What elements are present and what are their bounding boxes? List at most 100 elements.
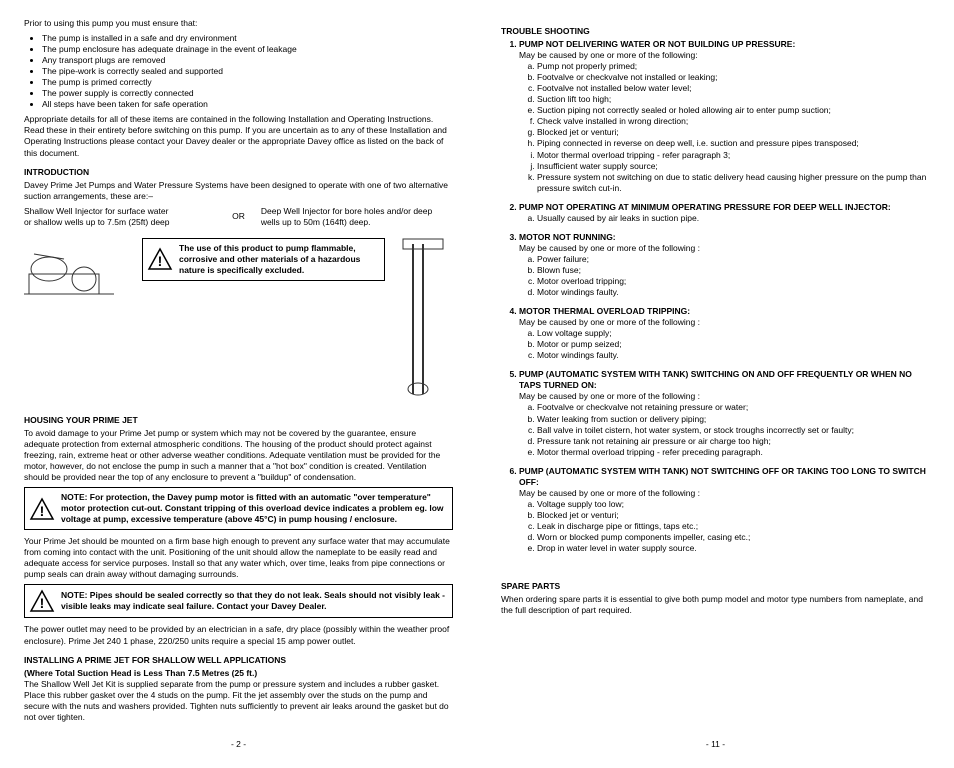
mount-text: Your Prime Jet should be mounted on a fi…: [24, 536, 453, 580]
ts-title: PUMP NOT OPERATING AT MINIMUM OPERATING …: [519, 202, 891, 212]
warning-1: ! The use of this product to pump flamma…: [142, 234, 385, 287]
ts-sub: Suction lift too high;: [537, 94, 930, 105]
ts-sub: Blocked jet or venturi;: [537, 127, 930, 138]
bullet: The pump enclosure has adequate drainage…: [42, 44, 453, 55]
page-footer: - 2 - - 11 -: [24, 727, 930, 750]
svg-text:!: !: [40, 503, 45, 519]
ts-sub: Low voltage supply;: [537, 328, 930, 339]
shallow-injector-text: Shallow Well Injector for surface water …: [24, 206, 216, 228]
ts-sub: Voltage supply too low;: [537, 499, 930, 510]
housing-heading: HOUSING YOUR PRIME JET: [24, 415, 453, 426]
ts-item-3: MOTOR NOT RUNNING: May be caused by one …: [519, 232, 930, 298]
shallow-line1: Shallow Well Injector for surface water: [24, 206, 168, 216]
troubleshooting-list: PUMP NOT DELIVERING WATER OR NOT BUILDIN…: [501, 39, 930, 554]
introduction-heading: INTRODUCTION: [24, 167, 453, 178]
ts-title: PUMP NOT DELIVERING WATER OR NOT BUILDIN…: [519, 39, 795, 49]
deep-well-illustration: [393, 234, 453, 407]
ts-sublist: Low voltage supply; Motor or pump seized…: [519, 328, 930, 361]
ts-item-6: PUMP (AUTOMATIC SYSTEM WITH TANK) NOT SW…: [519, 466, 930, 554]
warning-3: ! NOTE: Pipes should be sealed correctly…: [24, 584, 453, 618]
warning-1-text: The use of this product to pump flammabl…: [179, 243, 380, 276]
ts-sub: Motor windings faulty.: [537, 350, 930, 361]
ts-sub: Blown fuse;: [537, 265, 930, 276]
ts-sub: Water leaking from suction or delivery p…: [537, 414, 930, 425]
ts-sub: Motor windings faulty.: [537, 287, 930, 298]
ts-sub: Check valve installed in wrong direction…: [537, 116, 930, 127]
deep-injector-text: Deep Well Injector for bore holes and/or…: [261, 206, 453, 228]
left-page: Prior to using this pump you must ensure…: [24, 18, 453, 727]
ts-sub: Pressure tank not retaining air pressure…: [537, 436, 930, 447]
ts-sub: Insufficient water supply source;: [537, 161, 930, 172]
ts-title: PUMP (AUTOMATIC SYSTEM WITH TANK) NOT SW…: [519, 466, 926, 487]
ts-sub: Motor or pump seized;: [537, 339, 930, 350]
ts-title: MOTOR NOT RUNNING:: [519, 232, 616, 242]
ts-sublist: Footvalve or checkvalve not retaining pr…: [519, 402, 930, 457]
warning-triangle-icon: !: [29, 589, 55, 613]
ts-lead: May be caused by one or more of the foll…: [519, 50, 698, 60]
ts-item-4: MOTOR THERMAL OVERLOAD TRIPPING: May be …: [519, 306, 930, 361]
troubleshooting-heading: TROUBLE SHOOTING: [501, 26, 930, 37]
pump-icon: [24, 234, 134, 304]
warning-2: ! NOTE: For protection, the Davey pump m…: [24, 487, 453, 530]
ts-lead: May be caused by one or more of the foll…: [519, 317, 700, 327]
ts-item-5: PUMP (AUTOMATIC SYSTEM WITH TANK) SWITCH…: [519, 369, 930, 457]
ts-sub: Suction piping not correctly sealed or h…: [537, 105, 930, 116]
right-page-number: - 11 -: [501, 739, 930, 750]
bullet: Any transport plugs are removed: [42, 55, 453, 66]
introduction-text: Davey Prime Jet Pumps and Water Pressure…: [24, 180, 453, 202]
injector-row: Shallow Well Injector for surface water …: [24, 206, 453, 228]
ts-sub: Footvalve or checkvalve not retaining pr…: [537, 402, 930, 413]
ts-sub: Worn or blocked pump components impeller…: [537, 532, 930, 543]
ts-sub: Usually caused by air leaks in suction p…: [537, 213, 930, 224]
ts-sublist: Pump not properly primed; Footvalve or c…: [519, 61, 930, 194]
ts-title: PUMP (AUTOMATIC SYSTEM WITH TANK) SWITCH…: [519, 369, 912, 390]
spare-parts-heading: SPARE PARTS: [501, 581, 930, 592]
bullet: The pump is primed correctly: [42, 77, 453, 88]
deep-well-icon: [393, 234, 453, 404]
installing-subheading: (Where Total Suction Head is Less Than 7…: [24, 668, 453, 679]
ts-lead: May be caused by one or more of the foll…: [519, 488, 700, 498]
ts-sub: Motor thermal overload tripping - refer …: [537, 447, 930, 458]
ts-title: MOTOR THERMAL OVERLOAD TRIPPING:: [519, 306, 690, 316]
figure-row: ! The use of this product to pump flamma…: [24, 234, 453, 407]
bullet: The pipe-work is correctly sealed and su…: [42, 66, 453, 77]
ts-sub: Ball valve in toilet cistern, hot water …: [537, 425, 930, 436]
pump-illustration: [24, 234, 134, 307]
installing-heading: INSTALLING A PRIME JET FOR SHALLOW WELL …: [24, 655, 453, 666]
spare-parts-text: When ordering spare parts it is essentia…: [501, 594, 930, 616]
housing-text: To avoid damage to your Prime Jet pump o…: [24, 428, 453, 483]
ts-sub: Motor thermal overload tripping - refer …: [537, 150, 930, 161]
bullet: All steps have been taken for safe opera…: [42, 99, 453, 110]
ts-lead: May be caused by one or more of the foll…: [519, 243, 700, 253]
ts-sub: Footvalve not installed below water leve…: [537, 83, 930, 94]
power-outlet-text: The power outlet may need to be provided…: [24, 624, 453, 646]
ts-sublist: Voltage supply too low; Blocked jet or v…: [519, 499, 930, 554]
warning-2-text: NOTE: For protection, the Davey pump mot…: [61, 492, 448, 525]
left-page-number: - 2 -: [24, 739, 453, 750]
ts-item-1: PUMP NOT DELIVERING WATER OR NOT BUILDIN…: [519, 39, 930, 194]
deep-line2: wells up to 50m (164ft) deep.: [261, 217, 371, 227]
ts-sublist: Power failure; Blown fuse; Motor overloa…: [519, 254, 930, 298]
right-page: TROUBLE SHOOTING PUMP NOT DELIVERING WAT…: [501, 18, 930, 727]
deep-line1: Deep Well Injector for bore holes and/or…: [261, 206, 432, 216]
warning-triangle-icon: !: [29, 497, 55, 521]
page-spread: Prior to using this pump you must ensure…: [24, 18, 930, 727]
ts-sub: Power failure;: [537, 254, 930, 265]
bullet: The power supply is correctly connected: [42, 88, 453, 99]
shallow-line2: or shallow wells up to 7.5m (25ft) deep: [24, 217, 170, 227]
ts-item-2: PUMP NOT OPERATING AT MINIMUM OPERATING …: [519, 202, 930, 224]
ts-sub: Piping connected in reverse on deep well…: [537, 138, 930, 149]
pre-bullets-intro: Prior to using this pump you must ensure…: [24, 18, 453, 29]
safety-bullets: The pump is installed in a safe and dry …: [24, 33, 453, 110]
ts-sub: Leak in discharge pipe or fittings, taps…: [537, 521, 930, 532]
ts-sub: Pressure system not switching on due to …: [537, 172, 930, 194]
warning-3-text: NOTE: Pipes should be sealed correctly s…: [61, 590, 448, 612]
ts-sub: Blocked jet or venturi;: [537, 510, 930, 521]
installing-text: The Shallow Well Jet Kit is supplied sep…: [24, 679, 453, 723]
ts-sub: Motor overload tripping;: [537, 276, 930, 287]
svg-text:!: !: [40, 595, 45, 611]
ts-lead: May be caused by one or more of the foll…: [519, 391, 700, 401]
ts-sub: Pump not properly primed;: [537, 61, 930, 72]
svg-text:!: !: [158, 253, 163, 269]
ts-sub: Drop in water level in water supply sour…: [537, 543, 930, 554]
